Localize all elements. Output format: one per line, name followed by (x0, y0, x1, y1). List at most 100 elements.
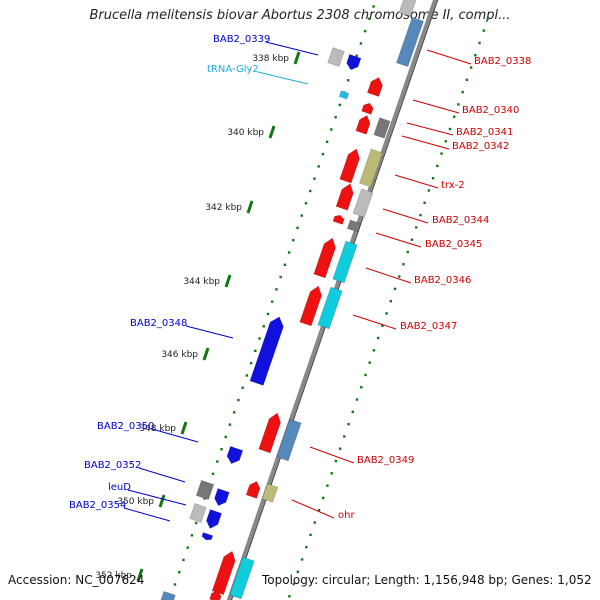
feature-box (373, 117, 391, 139)
ruler-dot-right (292, 582, 295, 586)
scale-label: 344 kbp (183, 277, 220, 287)
feature-box (261, 483, 279, 503)
label-leader-line (138, 467, 186, 483)
ruler-dot-right (461, 90, 464, 94)
scale-label: 350 kbp (117, 497, 154, 507)
ruler-dot-right (372, 349, 376, 352)
feature-box (160, 590, 176, 600)
ruler-dot-left (283, 263, 287, 266)
label-leader-line (394, 174, 439, 189)
scale-label: 346 kbp (161, 350, 198, 360)
ruler-dot-left (321, 152, 325, 156)
ruler-dot-left (232, 411, 236, 414)
ruler-dot-left (249, 361, 253, 365)
feature-box (359, 148, 383, 188)
ruler-dot-left (279, 275, 282, 279)
ruler-dot-right (419, 213, 422, 217)
ruler-dot-right (389, 299, 393, 303)
accession-text: Accession: NC_007624 (8, 573, 145, 587)
cds-arrow-plus (313, 237, 336, 279)
gene-label-bab2_0340: BAB2_0340 (462, 105, 519, 116)
ruler-dot-left (228, 423, 232, 426)
gene-label-trx-2: trx-2 (441, 180, 465, 191)
ruler-dot-right (360, 386, 363, 389)
ruler-dot-left (262, 325, 265, 328)
ruler-dot-left (355, 54, 358, 57)
ruler-dot-right (326, 484, 329, 487)
ruler-dot-right (465, 78, 469, 82)
ruler-dot-right (398, 275, 401, 278)
label-leader-line (401, 135, 450, 150)
ruler-dot-left (237, 398, 240, 402)
feature-box (396, 16, 424, 68)
ruler-dot-right (368, 361, 371, 364)
gene-label-bab2_0352: BAB2_0352 (84, 460, 141, 471)
ruler-dot-left (292, 238, 295, 242)
gene-label-bab2_0344: BAB2_0344 (432, 215, 489, 226)
ruler-dot-right (469, 66, 473, 69)
cds-arrow-minus (346, 54, 362, 70)
ruler-dot-right (410, 238, 414, 241)
ruler-dot-right (338, 447, 342, 450)
ruler-dot-left (317, 165, 320, 168)
ruler-dot-right (376, 336, 380, 340)
ruler-dot-left (309, 189, 312, 193)
ruler-dot-left (300, 214, 303, 217)
ruler-dot-left (254, 349, 257, 353)
gene-label-bab2_0341: BAB2_0341 (456, 127, 513, 138)
scale-tick (246, 200, 254, 214)
label-leader-line (151, 428, 199, 443)
cds-arrow-plus (367, 77, 383, 97)
feature-box (398, 0, 417, 17)
ruler-dot-left (266, 312, 270, 316)
ruler-dot-left (270, 300, 274, 303)
scale-label: 342 kbp (205, 203, 242, 213)
ruler-dot-right (309, 533, 312, 537)
scale-tick (224, 274, 232, 288)
ruler-dot-right (351, 410, 355, 414)
cds-arrow-plus (258, 412, 281, 454)
ruler-dot-right (423, 201, 426, 204)
ruler-dot-left (241, 386, 244, 389)
scale-tick (136, 568, 144, 582)
ruler-dot-left (368, 17, 371, 21)
ruler-dot-right (402, 263, 405, 266)
ruler-dot-left (338, 103, 341, 107)
ruler-dot-left (363, 29, 367, 33)
feature-box (317, 286, 343, 330)
label-leader-line (309, 446, 355, 464)
ruler-dot-right (364, 373, 367, 377)
ruler-dot-left (359, 42, 363, 45)
label-leader-line (123, 507, 171, 522)
ruler-dot-right (317, 509, 321, 512)
scale-tick (158, 494, 166, 508)
gene-label-bab2_0345: BAB2_0345 (425, 239, 482, 250)
label-leader-line (265, 41, 319, 56)
ruler-dot-right (343, 435, 346, 438)
ruler-dot-right (300, 558, 304, 561)
scale-tick (180, 421, 188, 435)
label-leader-line (426, 49, 472, 65)
ruler-dot-right (478, 41, 481, 45)
label-leader-line (406, 122, 454, 136)
ruler-dot-right (457, 103, 460, 106)
cds-arrow-plus (361, 102, 374, 115)
gene-label-trna-gly2: tRNA-Gly2 (207, 64, 259, 75)
gene-label-bab2_0347: BAB2_0347 (400, 321, 457, 332)
ruler-dot-left (334, 115, 337, 119)
label-leader-line (291, 499, 335, 519)
cds-arrow-plus (299, 285, 322, 327)
cds-arrow-plus (211, 550, 236, 596)
feature-box (189, 503, 207, 523)
cds-arrow-plus (209, 590, 222, 600)
ruler-dot-right (385, 312, 388, 315)
gene-label-bab2_0339: BAB2_0339 (213, 34, 270, 45)
ruler-dot-right (288, 595, 291, 598)
label-leader-line (185, 325, 234, 339)
ruler-dot-left (275, 288, 278, 291)
gene-label-bab2_0348: BAB2_0348 (130, 318, 187, 329)
ruler-dot-left (258, 337, 261, 340)
ruler-dot-left (211, 472, 215, 476)
feature-box (332, 240, 358, 284)
